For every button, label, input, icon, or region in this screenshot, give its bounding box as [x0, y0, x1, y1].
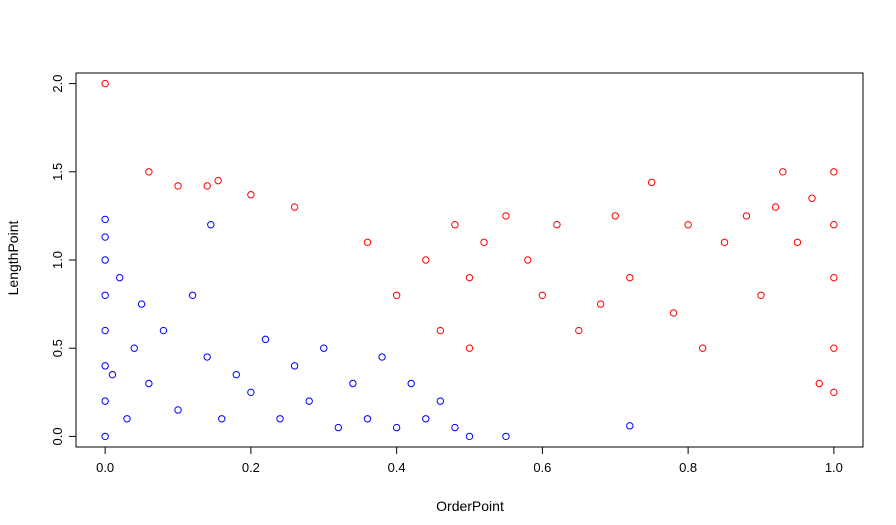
data-point: [101, 79, 109, 88]
data-point: [596, 300, 605, 308]
data-point: [815, 379, 823, 388]
x-axis-title: OrderPoint: [436, 498, 504, 514]
data-point: [276, 415, 284, 423]
data-point: [830, 221, 838, 229]
data-point: [793, 238, 802, 247]
data-point: [334, 423, 343, 432]
data-point: [757, 291, 765, 299]
data-point: [305, 397, 313, 405]
x-tick-label: 0.6: [533, 460, 551, 475]
data-point: [130, 344, 138, 352]
data-point: [214, 176, 222, 185]
data-point: [502, 432, 510, 441]
plot-box: [75, 72, 864, 448]
data-point: [392, 291, 401, 299]
x-tick-label: 0.4: [388, 460, 406, 475]
data-point: [830, 168, 838, 176]
data-point: [436, 397, 445, 405]
y-tick-label: 1.5: [50, 163, 65, 181]
y-axis-title: LengthPoint: [5, 221, 21, 296]
data-point: [320, 344, 328, 352]
data-point: [392, 423, 401, 432]
data-point: [290, 362, 299, 370]
data-point: [451, 423, 459, 432]
data-point: [232, 370, 241, 379]
data-point: [436, 326, 445, 335]
x-axis: 0.0 0.2 0.4 0.6 0.8 1.0: [96, 446, 843, 475]
data-point: [611, 212, 619, 220]
data-point: [137, 300, 146, 308]
x-tick-label: 0.0: [96, 460, 114, 475]
data-point: [207, 221, 215, 229]
data-point: [422, 256, 430, 264]
x-tick-label: 1.0: [825, 460, 843, 475]
data-point: [101, 362, 109, 370]
data-point: [422, 415, 430, 423]
data-point: [779, 168, 787, 176]
y-tick-label: 0.5: [50, 339, 65, 357]
data-point: [647, 178, 656, 187]
data-point: [684, 221, 692, 229]
y-tick-label: 1.0: [50, 251, 65, 269]
data-point: [101, 233, 109, 241]
data-point: [188, 291, 197, 299]
data-point: [159, 326, 168, 335]
series-red-points: [101, 79, 838, 397]
data-point: [123, 415, 131, 423]
data-point: [808, 194, 816, 202]
data-point: [720, 238, 729, 247]
data-point: [349, 379, 357, 388]
data-point: [465, 273, 474, 282]
data-point: [116, 273, 124, 282]
series-blue-points: [101, 215, 634, 441]
data-point: [465, 344, 474, 352]
data-point: [830, 344, 838, 352]
data-point: [553, 221, 561, 229]
data-point: [524, 256, 532, 264]
data-point: [145, 168, 153, 176]
data-point: [480, 238, 488, 247]
data-point: [451, 221, 459, 229]
data-point: [218, 415, 226, 423]
data-point: [101, 397, 109, 405]
data-point: [538, 291, 547, 299]
y-axis: 0.0 0.5 1.0 1.5 2.0: [50, 75, 77, 445]
y-tick-label: 2.0: [50, 75, 65, 93]
data-point: [407, 379, 415, 388]
data-point: [698, 344, 707, 352]
data-point: [502, 212, 510, 220]
data-point: [830, 273, 838, 282]
data-point: [363, 415, 372, 423]
data-point: [108, 370, 117, 379]
data-point: [101, 432, 109, 441]
data-point: [771, 203, 780, 211]
y-tick-label: 0.0: [50, 427, 65, 445]
data-point: [101, 215, 109, 224]
data-point: [174, 406, 182, 414]
data-point: [203, 182, 211, 190]
data-point: [742, 212, 751, 220]
data-point: [465, 432, 474, 441]
x-tick-label: 0.8: [679, 460, 697, 475]
data-point: [203, 353, 211, 361]
data-point: [626, 273, 634, 282]
data-point: [830, 388, 838, 397]
data-point: [261, 335, 270, 344]
data-point: [247, 388, 255, 397]
data-point: [378, 353, 386, 361]
data-point: [363, 238, 372, 247]
data-point: [101, 326, 109, 335]
data-point: [174, 182, 182, 190]
data-point: [626, 422, 634, 430]
data-point: [247, 191, 255, 199]
data-point: [575, 326, 583, 335]
x-tick-label: 0.2: [242, 460, 260, 475]
data-point: [101, 256, 109, 264]
data-point: [101, 291, 109, 299]
data-point: [145, 379, 153, 388]
data-point: [669, 309, 678, 317]
data-point: [290, 203, 299, 211]
